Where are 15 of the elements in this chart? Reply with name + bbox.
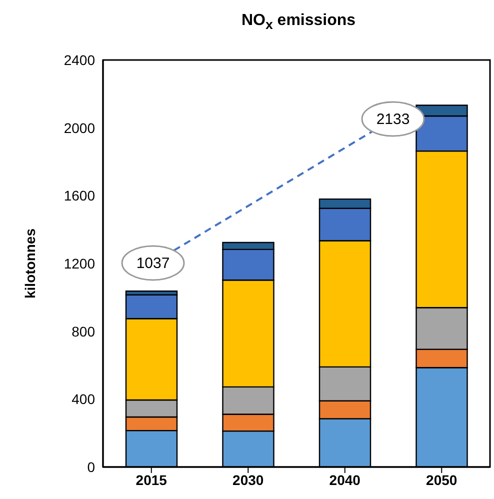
chart-title: NO$_{x}$ emissions bbox=[240, 12, 357, 32]
y-tick-label: 2400 bbox=[64, 52, 96, 68]
y-tick-label: 400 bbox=[72, 391, 96, 408]
annotation: 1037 bbox=[136, 255, 170, 272]
y-tick-label: 1600 bbox=[64, 188, 96, 204]
x-tick-label: 2050 bbox=[426, 472, 458, 488]
y-tick-label: 2000 bbox=[64, 120, 96, 136]
y-tick-label: 0 bbox=[87, 458, 96, 475]
x-tick-label: 2015 bbox=[136, 472, 168, 488]
annotation: 2133 bbox=[376, 111, 410, 128]
x-tick-label: 2030 bbox=[232, 472, 264, 488]
y-tick-label: 1200 bbox=[64, 255, 96, 272]
y-axis-title: kilotonnes bbox=[22, 228, 38, 299]
y-tick-label: 800 bbox=[72, 323, 96, 340]
x-tick-label: 2040 bbox=[329, 472, 361, 488]
